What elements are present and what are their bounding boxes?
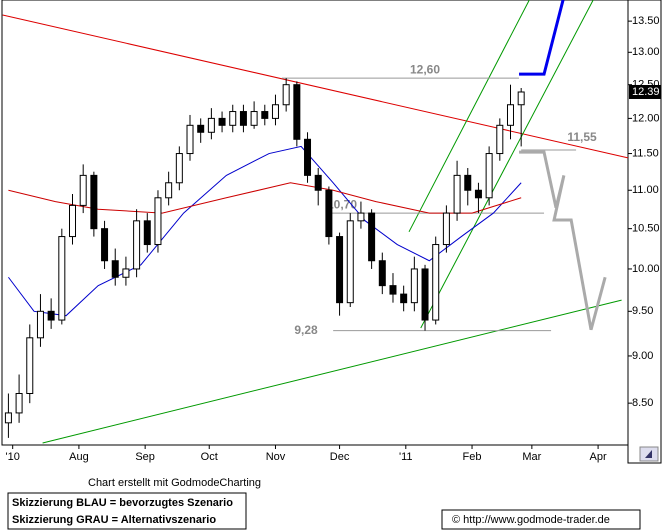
y-tick-label: 12.00 [632, 112, 660, 124]
legend-line: Skizzierung BLAU = bevorzugtes Szenario [12, 497, 233, 509]
candle-body [122, 268, 130, 278]
candle-body [432, 244, 440, 321]
candle-body [336, 236, 344, 304]
level-label: 9,28 [294, 323, 318, 337]
y-tick-label: 8.50 [632, 397, 653, 409]
y-axis-frame [627, 0, 662, 464]
candle-body [15, 392, 23, 414]
y-tick-label: 9.50 [632, 305, 653, 317]
candle-body [239, 111, 247, 126]
x-tick-label: Nov [266, 451, 286, 463]
candle-body [389, 285, 397, 295]
candle-body [410, 268, 418, 304]
candle-body [485, 153, 493, 199]
x-tick-label: Mar [522, 451, 541, 463]
candle-body [207, 117, 215, 133]
candle-body [229, 111, 237, 126]
candle-body [474, 189, 482, 199]
candle-body [79, 174, 87, 206]
last-price-label: 12.39 [632, 86, 660, 98]
candle-body [4, 412, 12, 424]
candle-body [197, 124, 205, 133]
candle-body [261, 111, 269, 119]
x-tick-label: Oct [201, 451, 218, 463]
level-label: 11,55 [567, 130, 597, 144]
y-tick-label: 11.00 [632, 184, 659, 196]
y-tick-label: 9.00 [632, 350, 653, 362]
candle-body [314, 174, 322, 191]
x-tick-label: Sep [135, 451, 155, 463]
legend-line: Skizzierung GRAU = Alternativszenario [12, 514, 216, 526]
y-tick-label: 13.50 [632, 15, 660, 27]
candle-body [506, 104, 514, 126]
candle-body [143, 220, 151, 246]
x-tick-label: Dec [330, 451, 350, 463]
x-tick-label: Feb [463, 451, 482, 463]
x-tick-label: '11 [399, 451, 413, 463]
candle-body [325, 189, 333, 238]
candle-body [175, 153, 183, 184]
y-tick-label: 13.00 [632, 46, 660, 58]
candle-body [517, 91, 525, 106]
candle-body [496, 124, 504, 155]
candle-body [293, 84, 301, 140]
candle-body [250, 111, 258, 126]
candle-body [357, 212, 365, 222]
candle-body [421, 268, 429, 321]
y-tick-label: 11.50 [632, 147, 659, 159]
candle-body [453, 174, 461, 214]
candle-body [165, 182, 173, 199]
candle-body [101, 228, 109, 262]
candle-body [58, 236, 66, 321]
x-tick-label: '10 [6, 451, 20, 463]
arrow-icon [645, 450, 652, 458]
candle-body [154, 197, 162, 246]
trendline [42, 299, 622, 444]
legend-box [7, 492, 247, 530]
candle-body [36, 310, 44, 339]
trendline [420, 0, 594, 329]
trendline [408, 0, 530, 233]
candle-body [111, 260, 119, 278]
moving-average [8, 145, 522, 317]
candle-body [186, 124, 194, 155]
copyright: © http://www.godmode-trader.de [452, 514, 610, 526]
candle-body [282, 84, 290, 106]
candle-body [47, 310, 55, 321]
candle-body [346, 220, 354, 304]
candle-body [271, 104, 279, 119]
level-label: 12,60 [410, 62, 440, 76]
candle-body [368, 212, 376, 262]
candle-body [400, 293, 408, 304]
candle-body [133, 220, 141, 270]
x-tick-label: Aug [69, 451, 89, 463]
copyright-box [441, 509, 641, 530]
last-price-box [629, 84, 661, 99]
credit: Chart erstellt mit GodmodeCharting [88, 477, 261, 489]
scenario-path [519, 0, 565, 76]
y-tick-label: 10.00 [632, 263, 660, 275]
trendline [2, 14, 629, 159]
level-label: 10,70 [327, 197, 357, 211]
candle-body [69, 204, 77, 238]
candle-body [90, 174, 98, 230]
candle-body [304, 138, 312, 176]
candle-body [442, 212, 450, 246]
candle-body [218, 117, 226, 126]
x-tick-label: Apr [590, 451, 607, 463]
y-tick-label: 10.50 [632, 223, 660, 235]
candle-body [378, 260, 386, 287]
scenario-path [519, 150, 607, 331]
candle-body [26, 337, 34, 394]
candle-body [464, 174, 472, 191]
